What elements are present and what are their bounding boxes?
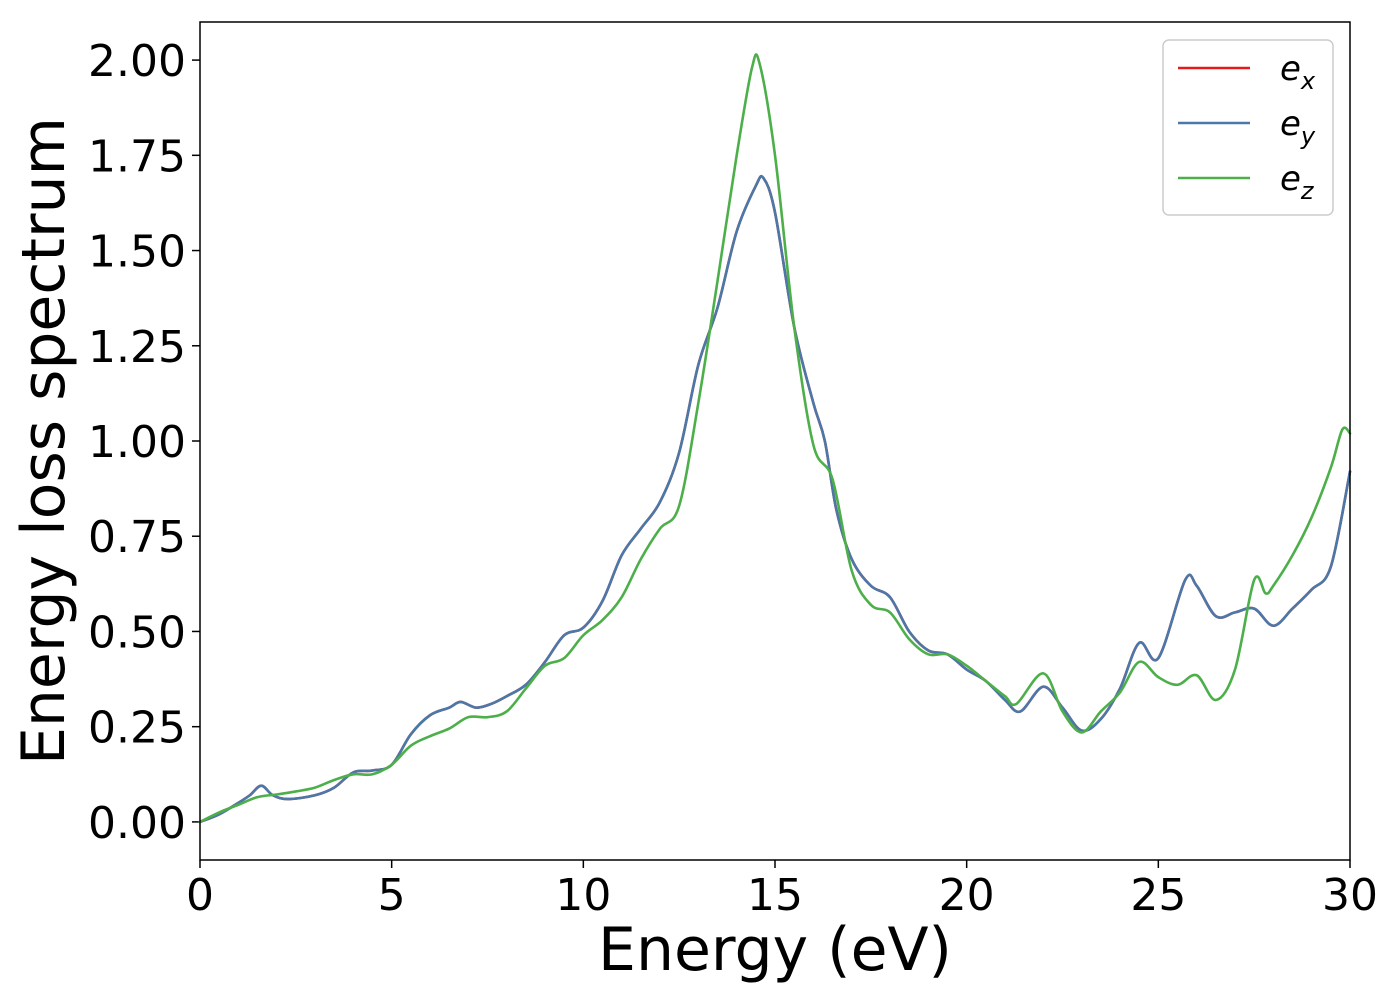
- x-tick-label: 15: [747, 870, 803, 921]
- legend-label-subscript: x: [1300, 67, 1316, 95]
- axes: 0 5 10 15 20 25 30 0.00 0.25 0.50 0.75 1.00 1.25 1.50…: [88, 36, 1378, 921]
- series-line-e-x: [198, 174, 1352, 824]
- y-axis-label: Energy loss spectrum: [9, 117, 79, 765]
- x-tick-label: 0: [186, 870, 214, 921]
- y-tick-label: 1.50: [88, 227, 186, 278]
- x-axis-label: Energy (eV): [598, 915, 952, 985]
- y-tick-label: 0.75: [88, 512, 186, 563]
- legend-label-subscript: z: [1300, 177, 1315, 205]
- x-tick-label: 25: [1130, 870, 1186, 921]
- x-tick-label: 20: [939, 870, 995, 921]
- legend-label-subscript: y: [1300, 122, 1316, 150]
- y-tick-label: 2.00: [88, 36, 186, 87]
- legend-box: [1162, 39, 1334, 216]
- y-tick-label: 1.25: [88, 322, 186, 373]
- plot-frame: [199, 21, 1351, 861]
- x-tick-label: 5: [378, 870, 406, 921]
- legend-label-base: e: [1280, 104, 1301, 144]
- legend-label: ey: [1280, 104, 1316, 150]
- y-tick-label: 0.25: [88, 703, 186, 754]
- legend-label: ex: [1280, 49, 1316, 95]
- series-line-e-z: [198, 53, 1352, 824]
- x-tick-label: 10: [555, 870, 611, 921]
- y-tick-label: 0.50: [88, 607, 186, 658]
- x-tick-label: 30: [1322, 870, 1378, 921]
- y-tick-label: 0.00: [88, 798, 186, 849]
- legend-label-base: e: [1280, 49, 1301, 89]
- series-line-e-y: [198, 174, 1352, 824]
- legend-label-base: e: [1280, 159, 1301, 199]
- y-tick-label: 1.00: [88, 417, 186, 468]
- series-lines: [198, 53, 1352, 824]
- y-tick-label: 1.75: [88, 131, 186, 182]
- legend-label: ez: [1280, 159, 1315, 205]
